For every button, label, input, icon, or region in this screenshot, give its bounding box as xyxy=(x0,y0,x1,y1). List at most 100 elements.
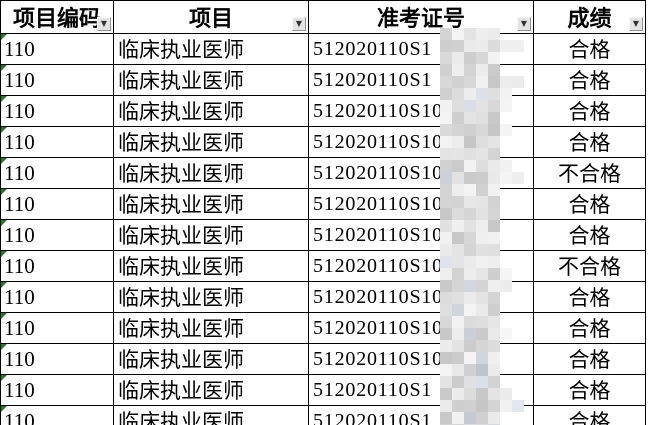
cell-exam-number[interactable]: 512020110S1 xyxy=(308,64,534,96)
project-code-value: 110 xyxy=(4,408,35,425)
project-code-value: 110 xyxy=(4,284,35,309)
cell-project[interactable]: 临床执业医师 xyxy=(113,219,309,251)
header-label-project: 项目 xyxy=(188,6,233,31)
cell-project[interactable]: 临床执业医师 xyxy=(113,374,309,406)
exam-number-value: 512020110S1 xyxy=(313,68,433,91)
cell-project[interactable]: 临床执业医师 xyxy=(113,64,309,96)
cell-project-code[interactable]: 110 xyxy=(0,95,114,127)
cell-result[interactable]: 合格 xyxy=(533,188,646,220)
header-cell-exam-number[interactable]: 准考证号 ▼ xyxy=(308,0,534,34)
cell-project-code[interactable]: 110 xyxy=(0,188,114,220)
cell-result[interactable]: 合格 xyxy=(533,374,646,406)
cell-result[interactable]: 合格 xyxy=(533,95,646,127)
cell-project-code[interactable]: 110 xyxy=(0,312,114,344)
table-row: 110 临床执业医师 512020110S10 合格 xyxy=(0,95,646,127)
cell-exam-number[interactable]: 512020110S10 xyxy=(308,219,534,251)
cell-result[interactable]: 合格 xyxy=(533,405,646,425)
project-code-value: 110 xyxy=(4,160,35,185)
cell-project-code[interactable]: 110 xyxy=(0,343,114,375)
project-code-value: 110 xyxy=(4,253,35,278)
number-stored-as-text-triangle-icon xyxy=(1,406,7,412)
project-value: 临床执业医师 xyxy=(118,379,244,403)
project-value: 临床执业医师 xyxy=(118,286,244,310)
cell-project-code[interactable]: 110 xyxy=(0,281,114,313)
header-cell-project[interactable]: 项目 ▼ xyxy=(113,0,309,34)
filter-button-project[interactable]: ▼ xyxy=(292,17,306,31)
result-value: 合格 xyxy=(568,131,611,155)
cell-result[interactable]: 合格 xyxy=(533,343,646,375)
table-row: 110 临床执业医师 512020110S1 合格 xyxy=(0,405,646,425)
cell-project-code[interactable]: 110 xyxy=(0,250,114,282)
cell-result[interactable]: 合格 xyxy=(533,312,646,344)
exam-number-value: 512020110S1 xyxy=(313,37,433,60)
cell-project[interactable]: 临床执业医师 xyxy=(113,126,309,158)
cell-project[interactable]: 临床执业医师 xyxy=(113,405,309,425)
cell-project[interactable]: 临床执业医师 xyxy=(113,157,309,189)
result-value: 合格 xyxy=(568,38,611,62)
cell-result[interactable]: 合格 xyxy=(533,219,646,251)
project-code-value: 110 xyxy=(4,67,35,92)
project-value: 临床执业医师 xyxy=(118,348,244,372)
cell-result[interactable]: 合格 xyxy=(533,64,646,96)
number-stored-as-text-triangle-icon xyxy=(1,313,7,319)
cell-result[interactable]: 合格 xyxy=(533,126,646,158)
cell-project[interactable]: 临床执业医师 xyxy=(113,343,309,375)
project-code-value: 110 xyxy=(4,129,35,154)
header-label-project-code: 项目编码 xyxy=(12,6,101,31)
result-value: 合格 xyxy=(568,410,611,425)
table-row: 110 临床执业医师 512020110S10 合格 xyxy=(0,343,646,375)
cell-result[interactable]: 合格 xyxy=(533,281,646,313)
cell-exam-number[interactable]: 512020110S1 xyxy=(308,374,534,406)
project-value: 临床执业医师 xyxy=(118,38,244,62)
cell-project[interactable]: 临床执业医师 xyxy=(113,95,309,127)
number-stored-as-text-triangle-icon xyxy=(1,375,7,381)
cell-project-code[interactable]: 110 xyxy=(0,157,114,189)
table-row: 110 临床执业医师 512020110S10 合格 xyxy=(0,188,646,220)
cell-project[interactable]: 临床执业医师 xyxy=(113,312,309,344)
project-code-value: 110 xyxy=(4,36,35,61)
header-cell-project-code[interactable]: 项目编码 ▼ xyxy=(0,0,114,34)
filter-button-result[interactable]: ▼ xyxy=(629,17,643,31)
cell-project[interactable]: 临床执业医师 xyxy=(113,281,309,313)
project-code-value: 110 xyxy=(4,191,35,216)
result-value: 合格 xyxy=(568,224,611,248)
exam-number-value: 512020110S10 xyxy=(313,316,443,339)
cell-exam-number[interactable]: 512020110S10 xyxy=(308,343,534,375)
cell-project-code[interactable]: 110 xyxy=(0,405,114,425)
cell-result[interactable]: 合格 xyxy=(533,33,646,65)
cell-exam-number[interactable]: 512020110S10 xyxy=(308,126,534,158)
cell-project[interactable]: 临床执业医师 xyxy=(113,250,309,282)
exam-number-value: 512020110S1 xyxy=(313,409,433,425)
project-code-value: 110 xyxy=(4,315,35,340)
cell-project[interactable]: 临床执业医师 xyxy=(113,33,309,65)
number-stored-as-text-triangle-icon xyxy=(1,158,7,164)
project-value: 临床执业医师 xyxy=(118,317,244,341)
cell-exam-number[interactable]: 512020110S10 xyxy=(308,312,534,344)
filter-button-exam-number[interactable]: ▼ xyxy=(517,17,531,31)
exam-number-value: 512020110S10 xyxy=(313,285,443,308)
cell-exam-number[interactable]: 512020110S10 xyxy=(308,188,534,220)
cell-exam-number[interactable]: 512020110S10 xyxy=(308,250,534,282)
cell-result[interactable]: 不合格 xyxy=(533,250,646,282)
cell-project-code[interactable]: 110 xyxy=(0,33,114,65)
cell-project-code[interactable]: 110 xyxy=(0,64,114,96)
cell-project-code[interactable]: 110 xyxy=(0,374,114,406)
cell-project-code[interactable]: 110 xyxy=(0,219,114,251)
exam-number-value: 512020110S10 xyxy=(313,223,443,246)
number-stored-as-text-triangle-icon xyxy=(1,251,7,257)
cell-result[interactable]: 不合格 xyxy=(533,157,646,189)
table-row: 110 临床执业医师 512020110S10 合格 xyxy=(0,312,646,344)
number-stored-as-text-triangle-icon xyxy=(1,96,7,102)
project-code-value: 110 xyxy=(4,222,35,247)
cell-exam-number[interactable]: 512020110S1 xyxy=(308,405,534,425)
filter-button-project-code[interactable]: ▼ xyxy=(97,17,111,31)
cell-exam-number[interactable]: 512020110S1 xyxy=(308,33,534,65)
cell-project[interactable]: 临床执业医师 xyxy=(113,188,309,220)
cell-project-code[interactable]: 110 xyxy=(0,126,114,158)
cell-exam-number[interactable]: 512020110S10 xyxy=(308,157,534,189)
cell-exam-number[interactable]: 512020110S10 xyxy=(308,281,534,313)
header-cell-result[interactable]: 成绩 ▼ xyxy=(533,0,646,34)
header-label-exam-number: 准考证号 xyxy=(376,6,465,31)
cell-exam-number[interactable]: 512020110S10 xyxy=(308,95,534,127)
exam-number-value: 512020110S10 xyxy=(313,161,443,184)
